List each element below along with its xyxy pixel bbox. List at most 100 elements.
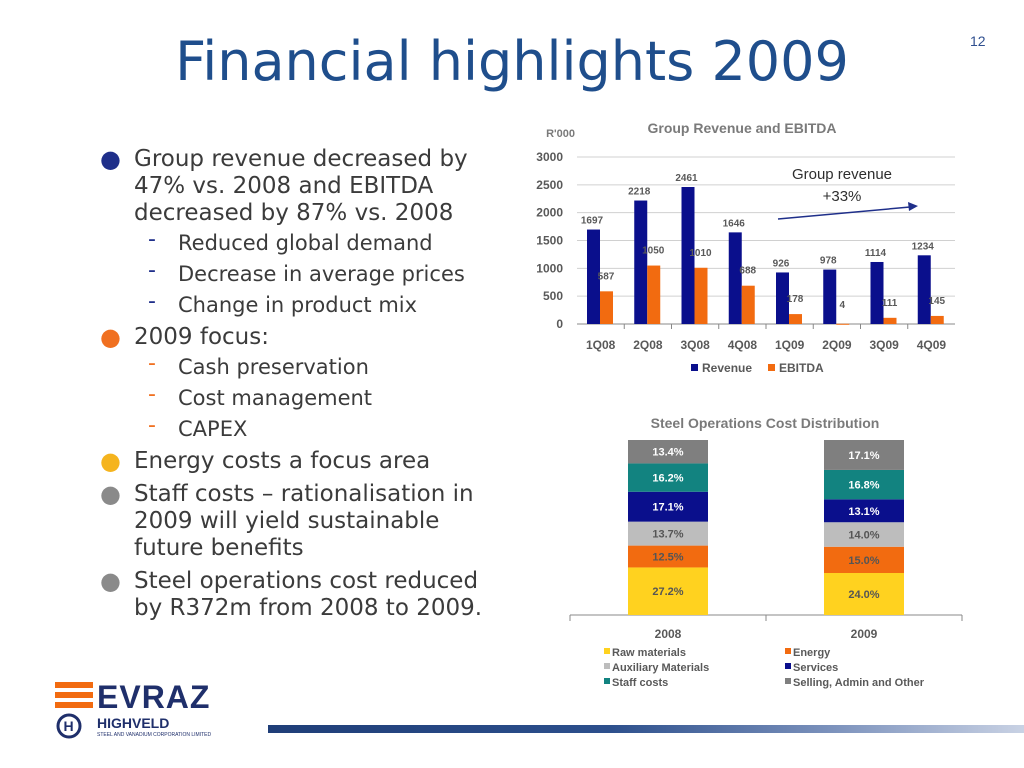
annotation-arrow-line — [777, 206, 911, 220]
segment-value-label: 15.0% — [848, 555, 879, 567]
segment-value-label: 24.0% — [848, 589, 879, 601]
stacked-segment — [628, 521, 708, 546]
x-tick-label: 1Q09 — [775, 338, 805, 352]
arrow-head-icon — [908, 202, 918, 211]
ebitda-bar — [789, 314, 802, 324]
ebitda-value-label: 1050 — [642, 246, 665, 257]
revenue-value-label: 2218 — [628, 187, 651, 198]
segment-value-label: 14.0% — [848, 530, 879, 542]
stacked-segment — [628, 440, 708, 464]
revenue-bar — [917, 255, 931, 324]
legend-swatch — [785, 648, 791, 654]
dash-icon: - — [148, 382, 156, 407]
bullet-text: Energy costs a focus area — [134, 448, 431, 474]
x-tick-label: 2008 — [655, 627, 682, 641]
revenue-bar — [634, 200, 648, 324]
sub-bullet-text: Decrease in average prices — [178, 262, 465, 286]
revenue-value-label: 1646 — [723, 218, 746, 229]
sub-bullet-item: - CAPEX — [100, 413, 500, 442]
y-tick-label: 1000 — [536, 261, 563, 275]
logo-stripe — [55, 682, 93, 688]
revenue-bar — [681, 187, 695, 324]
legend-label: Auxiliary Materials — [612, 662, 709, 674]
stacked-segment — [628, 463, 708, 492]
sub-bullet-item: - Cost management — [100, 382, 500, 411]
revenue-bar — [823, 269, 837, 324]
sub-bullet-item: - Change in product mix — [100, 289, 500, 318]
legend-swatch — [604, 678, 610, 684]
x-tick-label: 4Q08 — [728, 338, 758, 352]
ebitda-bar — [836, 323, 850, 325]
segment-value-label: 17.1% — [848, 450, 879, 462]
annotation-text: +33% — [823, 188, 862, 205]
logo-h-letter: H — [64, 718, 74, 734]
y-tick-label: 2000 — [536, 206, 563, 220]
segment-value-label: 27.2% — [652, 586, 683, 598]
ebitda-value-label: 587 — [598, 271, 615, 282]
ebitda-bar — [741, 285, 755, 324]
legend-label: Staff costs — [612, 677, 668, 689]
bullet-item: ● Group revenue decreased by 47% vs. 2008… — [100, 146, 500, 227]
chart-title: Steel Operations Cost Distribution — [651, 415, 880, 431]
segment-value-label: 13.4% — [652, 447, 683, 459]
legend-label: Raw materials — [612, 647, 686, 659]
sub-bullet-text: Change in product mix — [178, 293, 418, 317]
bullet-dot-icon: ● — [100, 567, 121, 595]
bullet-item: ● Steel operations cost reduced by R372m … — [100, 568, 500, 622]
stacked-segment — [824, 499, 904, 523]
y-tick-label: 3000 — [536, 150, 563, 164]
sub-bullet-text: Cash preservation — [178, 355, 369, 379]
evraz-highveld-logo: EVRAZ H HIGHVELD STEEL AND VANADIUM CORP… — [55, 678, 285, 740]
ebitda-bar — [883, 317, 897, 324]
legend-swatch-revenue — [691, 364, 698, 371]
y-tick-label: 0 — [556, 317, 563, 331]
legend-swatch — [604, 648, 610, 654]
revenue-bar — [587, 229, 600, 324]
ebitda-value-label: 145 — [928, 296, 945, 307]
segment-value-label: 13.1% — [848, 506, 879, 518]
ebitda-bar — [600, 291, 613, 324]
ebitda-bar — [694, 267, 708, 324]
stacked-segment — [824, 469, 904, 500]
bullet-text: Steel operations cost reduced by R372m f… — [134, 568, 483, 621]
logo-circle — [56, 713, 82, 739]
bullet-dot-icon: ● — [100, 480, 121, 508]
bullet-dot-icon: ● — [100, 145, 121, 173]
sub-bullet-text: Cost management — [178, 386, 373, 410]
stacked-segment — [628, 545, 708, 568]
legend-label: Energy — [793, 647, 831, 659]
y-tick-label: 1500 — [536, 234, 563, 248]
logo-subbrand-text: HIGHVELD — [97, 715, 169, 731]
bullet-dot-icon: ● — [100, 323, 121, 351]
ebitda-value-label: 1010 — [689, 248, 712, 259]
logo-brand-text: EVRAZ — [97, 679, 210, 715]
revenue-value-label: 978 — [820, 256, 837, 267]
annotation-text: Group revenue — [792, 166, 892, 183]
bullet-item: ● 2009 focus: — [100, 324, 500, 351]
dash-icon: - — [148, 227, 156, 252]
legend-label: Selling, Admin and Other — [793, 677, 925, 689]
legend-label: Services — [793, 662, 838, 674]
legend-swatch — [785, 663, 791, 669]
x-tick-label: 1Q08 — [586, 338, 616, 352]
sub-bullet-item: - Cash preservation — [100, 351, 500, 380]
revenue-value-label: 1114 — [865, 248, 887, 259]
revenue-bar — [728, 232, 742, 324]
stacked-segment — [628, 567, 708, 615]
dash-icon: - — [148, 413, 156, 438]
legend-swatch — [604, 663, 610, 669]
ebitda-value-label: 178 — [787, 294, 804, 305]
footer-bar — [268, 725, 1024, 733]
x-tick-label: 2Q08 — [633, 338, 663, 352]
page-title: Financial highlights 2009 — [175, 30, 849, 93]
segment-value-label: 16.2% — [652, 473, 683, 485]
logo-tagline-text: STEEL AND VANADIUM CORPORATION LIMITED — [97, 732, 211, 738]
revenue-value-label: 926 — [773, 258, 790, 269]
legend-label-ebitda: EBITDA — [779, 361, 824, 375]
logo-stripe — [55, 692, 93, 698]
revenue-bar — [870, 261, 884, 324]
bullet-list: ● Group revenue decreased by 47% vs. 2008… — [100, 146, 500, 625]
sub-bullet-item: - Reduced global demand — [100, 227, 500, 256]
bullet-item: ● Staff costs – rationalisation in 2009 w… — [100, 481, 500, 562]
